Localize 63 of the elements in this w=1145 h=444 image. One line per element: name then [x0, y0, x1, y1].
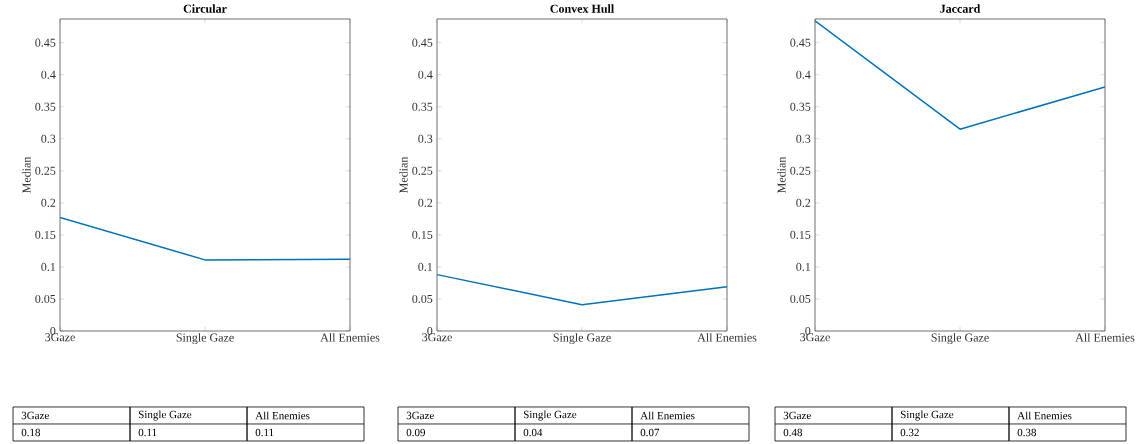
- y-tick-label: 0.15: [790, 230, 811, 239]
- category-label: All Enemies: [1017, 411, 1072, 420]
- category-label: 3Gaze: [783, 411, 811, 420]
- y-tick-label: 0.35: [790, 102, 811, 111]
- y-tick-label: 0: [805, 326, 811, 336]
- category-label: 3Gaze: [406, 411, 434, 420]
- x-tick-label: All Enemies: [320, 333, 380, 342]
- category-label: 3Gaze: [21, 411, 49, 420]
- y-tick-label: 0.4: [796, 70, 811, 79]
- text: 0.38: [1017, 428, 1037, 437]
- text: 0.32: [900, 428, 919, 437]
- text: 0.11: [255, 428, 274, 437]
- chart-title: Convex Hull: [550, 4, 614, 13]
- x-tick-label: Single Gaze: [553, 333, 611, 345]
- y-axis-title: Median: [777, 156, 786, 193]
- category-label: Single Gaze: [900, 410, 954, 421]
- category-label: All Enemies: [255, 411, 310, 420]
- text: 0.18: [21, 428, 41, 437]
- x-tick-label: 3Gaze: [422, 333, 452, 342]
- y-tick-label: 0.1: [418, 262, 433, 271]
- y-tick-label: 0.05: [412, 294, 433, 304]
- y-tick-label: 0.2: [418, 198, 433, 207]
- category-label: Single Gaze: [523, 410, 577, 421]
- chart-title: Jaccard: [940, 4, 981, 13]
- y-tick-label: 0.15: [35, 230, 56, 239]
- y-tick-label: 0.4: [41, 70, 56, 79]
- y-tick-label: 0.45: [412, 38, 433, 47]
- y-tick-label: 0.25: [412, 166, 433, 175]
- text: 0.04: [523, 428, 543, 437]
- y-tick-label: 0.2: [41, 198, 56, 207]
- y-tick-label: 0: [50, 326, 56, 336]
- y-tick-label: 0.05: [790, 294, 811, 304]
- chart-title: Circular: [183, 4, 227, 13]
- text: 0.07: [640, 428, 660, 437]
- x-tick-label: All Enemies: [697, 333, 757, 342]
- x-tick-label: All Enemies: [1075, 333, 1135, 342]
- x-tick-label: 3Gaze: [800, 333, 830, 342]
- y-tick-label: 0.45: [35, 38, 56, 47]
- y-tick-label: 0: [427, 326, 433, 336]
- y-tick-label: 0.15: [412, 230, 433, 239]
- y-tick-label: 0.3: [41, 134, 56, 143]
- y-tick-label: 0.1: [41, 262, 56, 271]
- y-tick-label: 0.2: [796, 198, 811, 207]
- y-axis-title: Median: [399, 156, 408, 193]
- y-tick-label: 0.05: [35, 294, 56, 304]
- y-tick-label: 0.3: [796, 134, 811, 143]
- text: 0.09: [406, 428, 426, 437]
- x-tick-label: Single Gaze: [931, 333, 989, 345]
- y-tick-label: 0.35: [35, 102, 56, 111]
- text: 0.11: [138, 428, 157, 437]
- x-tick-label: 3Gaze: [45, 333, 75, 342]
- text: 0.48: [783, 428, 803, 437]
- y-tick-label: 0.45: [790, 38, 811, 47]
- y-tick-label: 0.4: [418, 70, 433, 79]
- category-label: Single Gaze: [138, 410, 192, 421]
- y-tick-label: 0.1: [796, 262, 811, 271]
- y-tick-label: 0.25: [35, 166, 56, 175]
- y-axis-title: Median: [22, 156, 31, 193]
- y-tick-label: 0.25: [790, 166, 811, 175]
- y-tick-label: 0.3: [418, 134, 433, 143]
- y-tick-label: 0.35: [412, 102, 433, 111]
- category-label: All Enemies: [640, 411, 695, 420]
- x-tick-label: Single Gaze: [176, 333, 234, 345]
